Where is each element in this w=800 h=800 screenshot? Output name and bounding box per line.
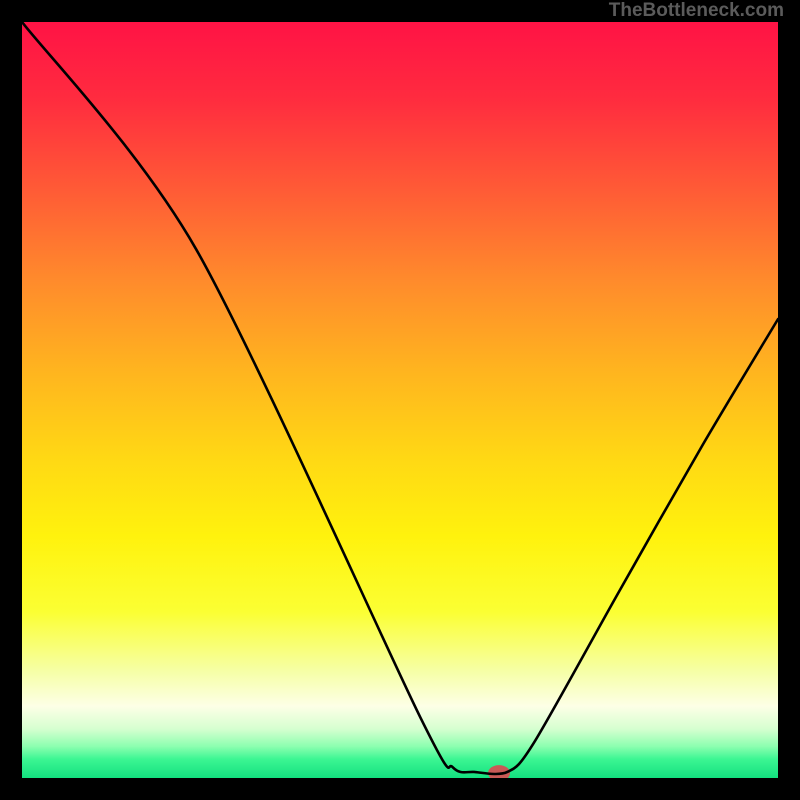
frame-left [0, 0, 22, 800]
frame-bottom [0, 778, 800, 800]
gradient-background [22, 22, 778, 778]
frame-right [778, 0, 800, 800]
chart-svg [22, 22, 778, 778]
plot-area [22, 22, 778, 778]
watermark-label: TheBottleneck.com [609, 0, 784, 22]
